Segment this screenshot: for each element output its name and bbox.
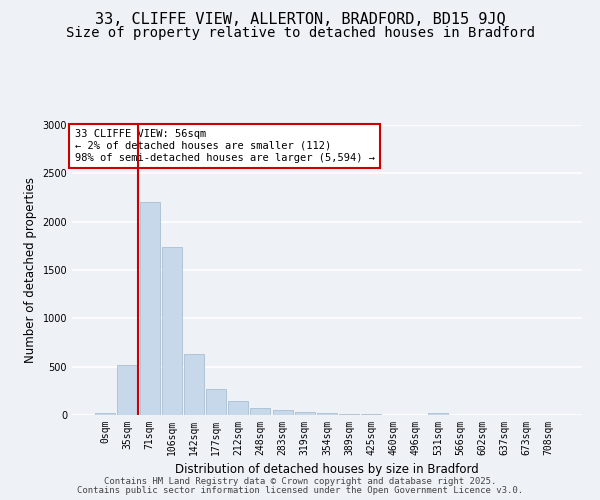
X-axis label: Distribution of detached houses by size in Bradford: Distribution of detached houses by size … xyxy=(175,464,479,476)
Text: Size of property relative to detached houses in Bradford: Size of property relative to detached ho… xyxy=(65,26,535,40)
Text: 33, CLIFFE VIEW, ALLERTON, BRADFORD, BD15 9JQ: 33, CLIFFE VIEW, ALLERTON, BRADFORD, BD1… xyxy=(95,12,505,28)
Bar xyxy=(140,202,160,415)
Text: Contains HM Land Registry data © Crown copyright and database right 2025.: Contains HM Land Registry data © Crown c… xyxy=(104,477,496,486)
Text: Contains public sector information licensed under the Open Government Licence v3: Contains public sector information licen… xyxy=(77,486,523,495)
Bar xyxy=(184,354,204,415)
Bar xyxy=(162,247,182,415)
Bar xyxy=(250,408,271,415)
Bar xyxy=(272,410,293,415)
Bar xyxy=(295,412,315,415)
Bar xyxy=(317,412,337,415)
Bar xyxy=(95,412,115,415)
Bar xyxy=(118,364,137,415)
Bar xyxy=(206,389,226,415)
Bar xyxy=(428,413,448,415)
Bar xyxy=(361,414,382,415)
Text: 33 CLIFFE VIEW: 56sqm
← 2% of detached houses are smaller (112)
98% of semi-deta: 33 CLIFFE VIEW: 56sqm ← 2% of detached h… xyxy=(74,130,374,162)
Bar xyxy=(228,400,248,415)
Bar xyxy=(339,414,359,415)
Y-axis label: Number of detached properties: Number of detached properties xyxy=(24,177,37,363)
